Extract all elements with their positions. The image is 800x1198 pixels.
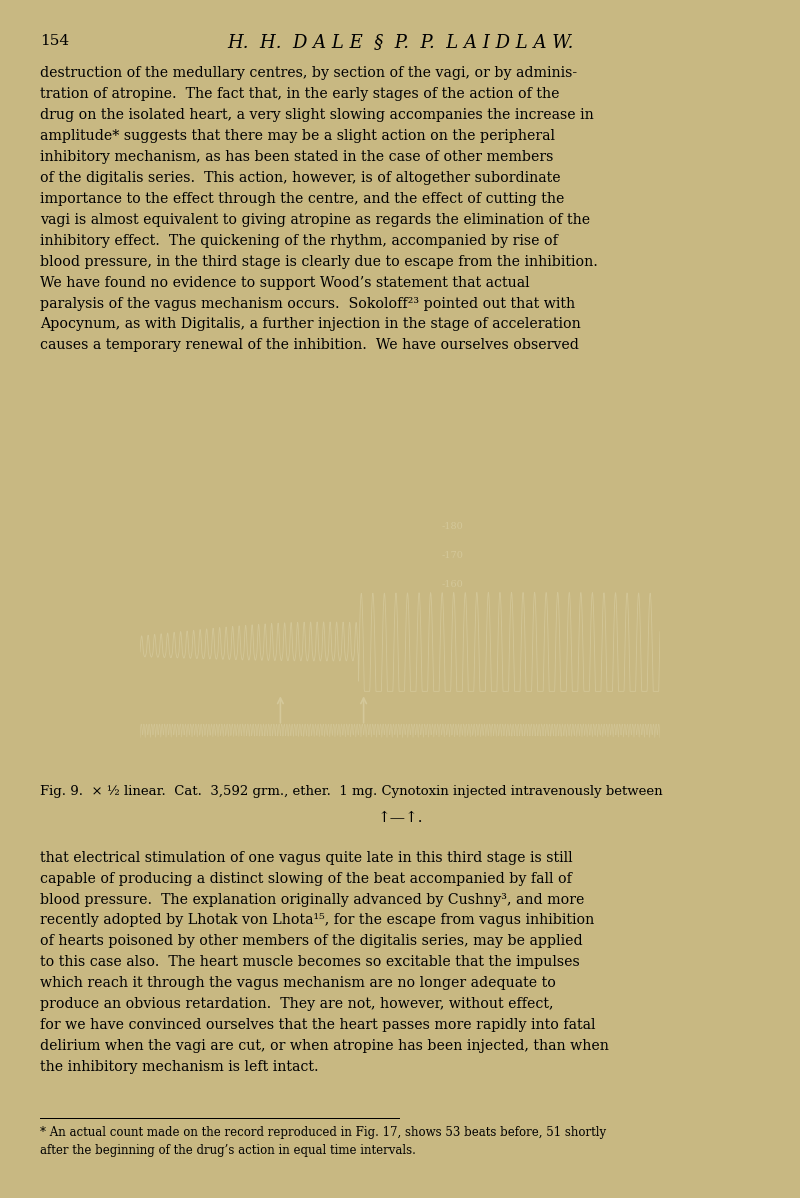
- Text: importance to the effect through the centre, and the effect of cutting the: importance to the effect through the cen…: [40, 192, 564, 206]
- Text: Apocynum, as with Digitalis, a further injection in the stage of acceleration: Apocynum, as with Digitalis, a further i…: [40, 317, 581, 332]
- Text: ↑—↑.: ↑—↑.: [378, 811, 422, 825]
- Text: to this case also.  The heart muscle becomes so excitable that the impulses: to this case also. The heart muscle beco…: [40, 956, 580, 969]
- Text: 154: 154: [40, 34, 69, 48]
- Text: recently adopted by Lhotak von Lhota¹⁵, for the escape from vagus inhibition: recently adopted by Lhotak von Lhota¹⁵, …: [40, 913, 594, 927]
- Text: We have found no evidence to support Wood’s statement that actual: We have found no evidence to support Woo…: [40, 276, 530, 290]
- Text: which reach it through the vagus mechanism are no longer adequate to: which reach it through the vagus mechani…: [40, 976, 556, 991]
- Text: blood pressure, in the third stage is clearly due to escape from the inhibition.: blood pressure, in the third stage is cl…: [40, 255, 598, 268]
- Text: Fig. 9.  × ½ linear.  Cat.  3,592 grm., ether.  1 mg. Cynotoxin injected intrave: Fig. 9. × ½ linear. Cat. 3,592 grm., eth…: [40, 785, 662, 798]
- Text: after the beginning of the drug’s action in equal time intervals.: after the beginning of the drug’s action…: [40, 1144, 416, 1157]
- Text: inhibitory effect.  The quickening of the rhythm, accompanied by rise of: inhibitory effect. The quickening of the…: [40, 234, 558, 248]
- Text: the inhibitory mechanism is left intact.: the inhibitory mechanism is left intact.: [40, 1060, 318, 1075]
- Text: causes a temporary renewal of the inhibition.  We have ourselves observed: causes a temporary renewal of the inhibi…: [40, 338, 579, 352]
- Text: destruction of the medullary centres, by section of the vagi, or by adminis-: destruction of the medullary centres, by…: [40, 66, 577, 80]
- Text: paralysis of the vagus mechanism occurs.  Sokoloff²³ pointed out that with: paralysis of the vagus mechanism occurs.…: [40, 297, 575, 310]
- Text: capable of producing a distinct slowing of the beat accompanied by fall of: capable of producing a distinct slowing …: [40, 872, 572, 885]
- Text: produce an obvious retardation.  They are not, however, without effect,: produce an obvious retardation. They are…: [40, 997, 554, 1011]
- Text: tration of atropine.  The fact that, in the early stages of the action of the: tration of atropine. The fact that, in t…: [40, 87, 559, 101]
- Text: of the digitalis series.  This action, however, is of altogether subordinate: of the digitalis series. This action, ho…: [40, 171, 561, 184]
- Text: delirium when the vagi are cut, or when atropine has been injected, than when: delirium when the vagi are cut, or when …: [40, 1040, 609, 1053]
- Text: of hearts poisoned by other members of the digitalis series, may be applied: of hearts poisoned by other members of t…: [40, 934, 582, 949]
- Text: drug on the isolated heart, a very slight slowing accompanies the increase in: drug on the isolated heart, a very sligh…: [40, 108, 594, 122]
- Text: blood pressure.  The explanation originally advanced by Cushny³, and more: blood pressure. The explanation original…: [40, 893, 584, 907]
- Text: -170: -170: [442, 551, 463, 559]
- Text: for we have convinced ourselves that the heart passes more rapidly into fatal: for we have convinced ourselves that the…: [40, 1018, 595, 1033]
- Text: H.  H.  D A L E  §  P.  P.  L A I D L A W.: H. H. D A L E § P. P. L A I D L A W.: [227, 34, 573, 52]
- Text: vagi is almost equivalent to giving atropine as regards the elimination of the: vagi is almost equivalent to giving atro…: [40, 213, 590, 226]
- Text: -160: -160: [442, 580, 463, 589]
- Text: that electrical stimulation of one vagus quite late in this third stage is still: that electrical stimulation of one vagus…: [40, 851, 573, 865]
- Text: amplitude* suggests that there may be a slight action on the peripheral: amplitude* suggests that there may be a …: [40, 129, 555, 143]
- Text: -180: -180: [442, 521, 463, 531]
- Text: * An actual count made on the record reproduced in Fig. 17, shows 53 beats befor: * An actual count made on the record rep…: [40, 1126, 606, 1139]
- Text: inhibitory mechanism, as has been stated in the case of other members: inhibitory mechanism, as has been stated…: [40, 150, 554, 164]
